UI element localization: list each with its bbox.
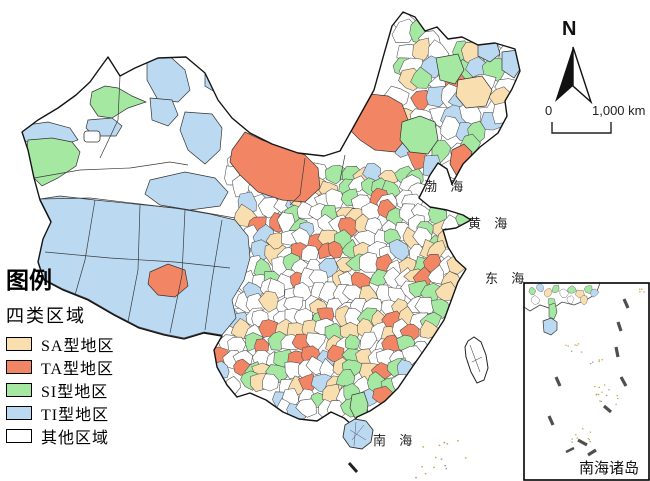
legend-label-sa: SA型地区	[41, 338, 115, 356]
legend-swatch-ta	[6, 360, 32, 375]
legend: 图例 四类区域 SA型地区 TA型地区 SI型地区 TI型地区 其他区域	[6, 268, 166, 452]
legend-item-sa: SA型地区	[6, 337, 166, 355]
scale-bar-zero: 0	[545, 103, 553, 118]
nine-dash-segment	[614, 346, 620, 358]
nine-dash-segment	[577, 438, 588, 447]
legend-label-ti: TI型地区	[41, 407, 110, 425]
legend-item-ti: TI型地区	[6, 406, 166, 424]
nine-dash-segment	[619, 376, 628, 387]
scale-bar	[551, 122, 612, 134]
legend-label-ta: TA型地区	[41, 361, 115, 379]
scale-bar-max: 1,000 km	[592, 103, 646, 118]
legend-swatch-si	[6, 383, 32, 398]
legend-label-other: 其他区域	[41, 430, 110, 448]
sea-label-bohai: 渤 海	[424, 179, 469, 194]
legend-swatch-sa	[6, 337, 32, 352]
inset-border	[523, 282, 650, 481]
china-regions	[22, 12, 520, 423]
nine-dash-segment	[602, 404, 613, 414]
legend-label-si: SI型地区	[41, 384, 109, 402]
hainan-island	[342, 418, 374, 450]
south-china-sea-inset	[524, 283, 649, 480]
legend-subtitle: 四类区域	[6, 306, 86, 327]
legend-item-ta: TA型地区	[6, 360, 166, 378]
nine-dash-segment	[587, 448, 597, 457]
legend-swatch-ti	[6, 406, 32, 421]
china-outline	[21, 11, 521, 425]
north-arrow	[555, 46, 593, 105]
legend-title: 图例	[6, 268, 52, 293]
sea-label-south-china-sea: 南 海	[373, 433, 418, 448]
sea-label-yellow-sea: 黄 海	[468, 216, 513, 231]
legend-item-si: SI型地区	[6, 383, 166, 401]
legend-swatch-other	[6, 429, 32, 444]
nine-dash-segment	[554, 376, 562, 387]
legend-item-other: 其他区域	[6, 429, 166, 447]
nine-dash-segment	[622, 298, 630, 309]
inset-label-south-china-sea-islands: 南海诸岛	[579, 461, 640, 477]
nine-dash-segment	[547, 415, 555, 426]
islet-dash	[347, 462, 359, 473]
north-arrow-label: N	[562, 18, 577, 40]
nine-dash-segment	[616, 321, 623, 332]
sea-label-east-china-sea: 东 海	[485, 271, 530, 286]
inset-hainan	[542, 317, 558, 336]
